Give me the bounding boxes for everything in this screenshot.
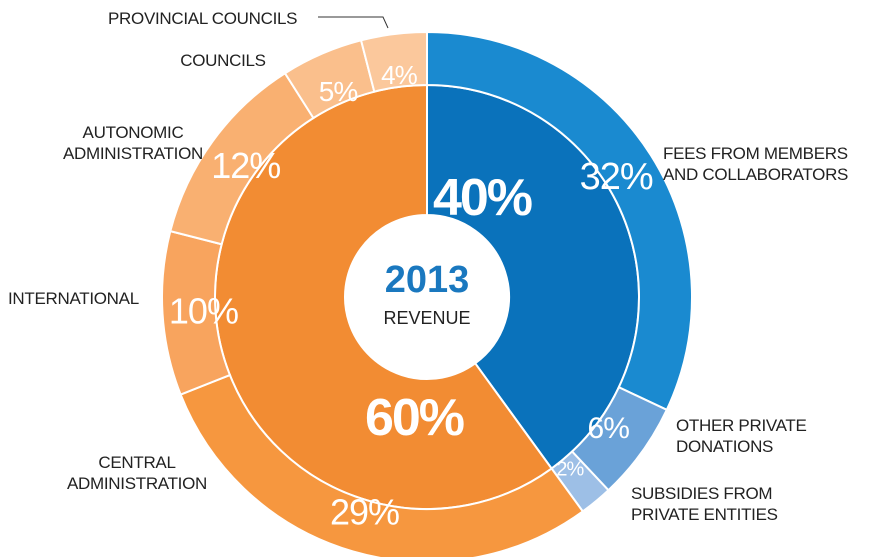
center-subtitle: REVENUE — [383, 308, 470, 328]
category-label: OTHER PRIVATE DONATIONS — [676, 416, 807, 456]
value-label: 40% — [433, 169, 532, 227]
value-label: 10% — [169, 291, 238, 332]
category-label: PROVINCIAL COUNCILS — [108, 9, 298, 28]
center-circle — [346, 216, 508, 378]
category-label: CENTRAL ADMINISTRATION — [67, 453, 207, 493]
value-label: 12% — [211, 145, 280, 186]
value-label: 32% — [580, 156, 653, 198]
value-label: 5% — [319, 76, 358, 107]
value-label: 29% — [330, 492, 399, 533]
category-label: COUNCILS — [180, 51, 266, 70]
category-label: AUTONOMIC ADMINISTRATION — [63, 123, 203, 163]
leader-line — [318, 16, 389, 29]
value-label: 6% — [588, 412, 630, 445]
category-label: INTERNATIONAL — [8, 289, 139, 308]
value-label: 60% — [365, 389, 464, 447]
category-label: FEES FROM MEMBERS AND COLLABORATORS — [663, 144, 849, 184]
category-label: SUBSIDIES FROM PRIVATE ENTITIES — [631, 484, 778, 524]
center-title: 2013 — [385, 259, 470, 301]
outer-segment — [359, 30, 428, 93]
value-label: 4% — [381, 60, 417, 90]
value-label: 2% — [556, 459, 584, 481]
